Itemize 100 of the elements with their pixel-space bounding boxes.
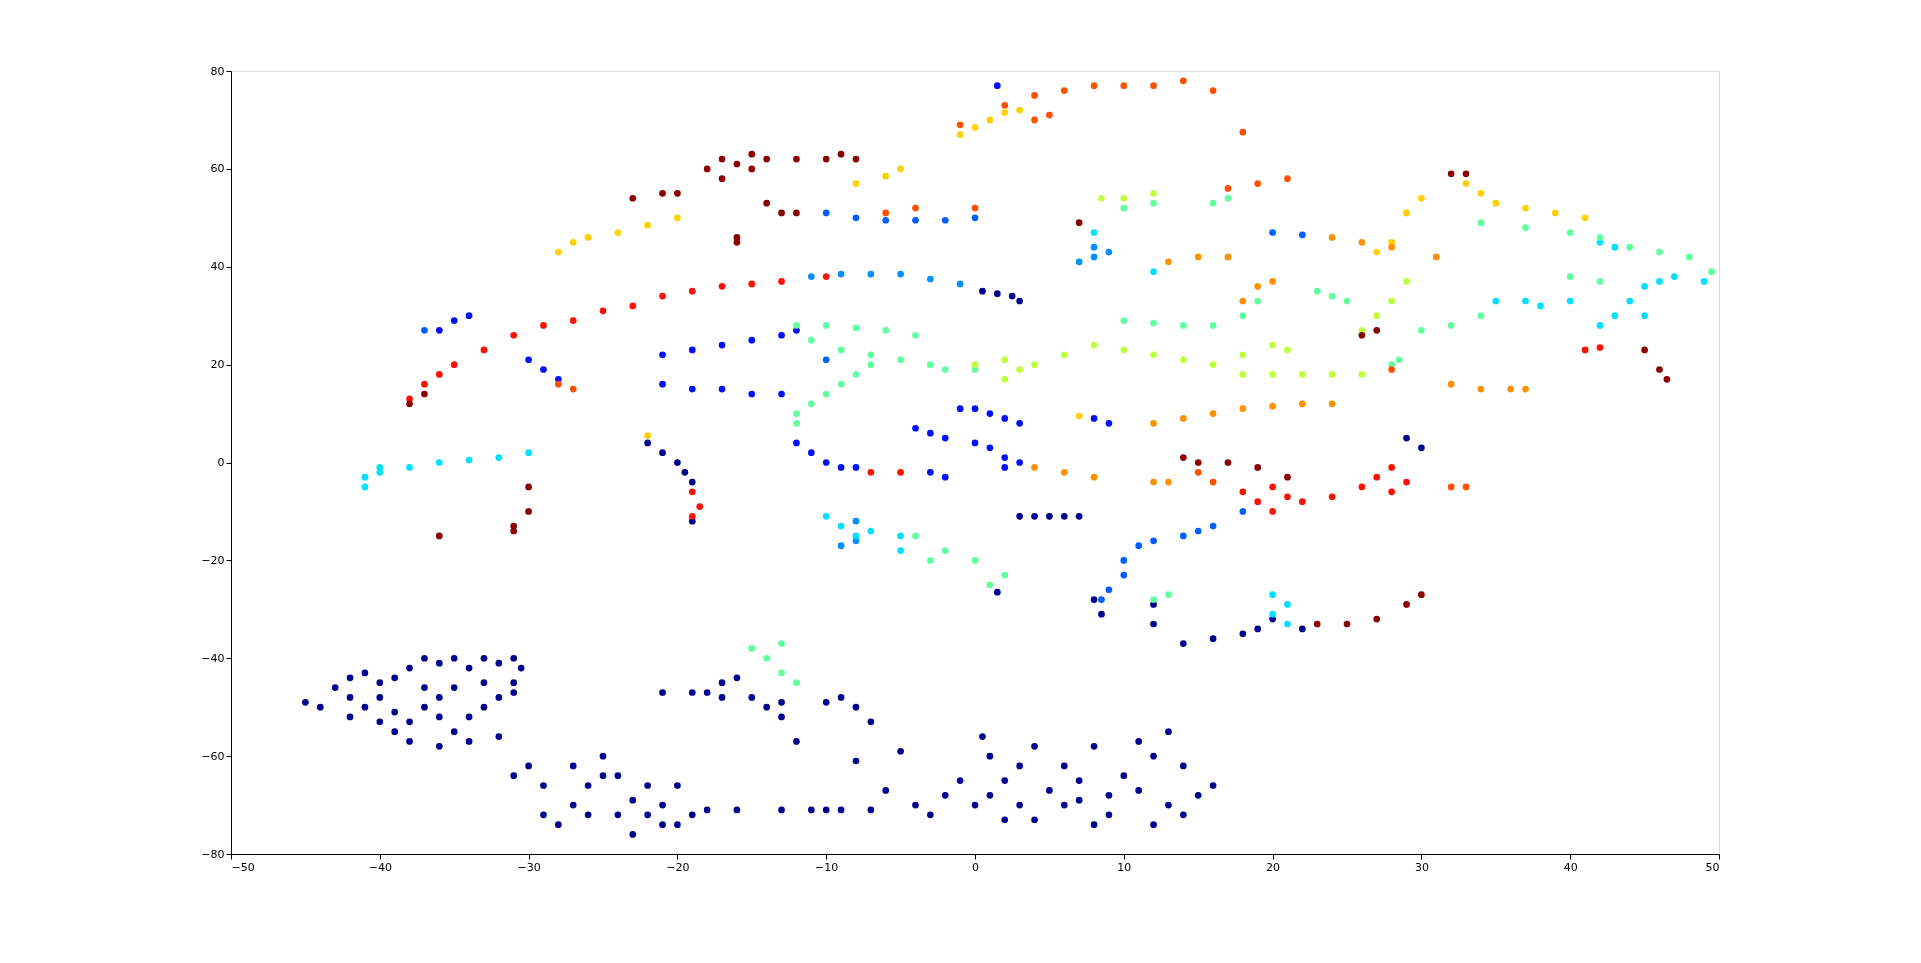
point xyxy=(1343,297,1351,305)
point xyxy=(1120,82,1128,90)
point xyxy=(1358,371,1366,378)
point xyxy=(1016,420,1023,427)
point xyxy=(1403,601,1410,608)
point xyxy=(1269,508,1276,515)
point xyxy=(822,356,830,364)
point xyxy=(1477,312,1485,320)
point xyxy=(793,420,800,427)
point xyxy=(1373,473,1381,481)
point xyxy=(971,439,979,447)
point xyxy=(1522,297,1529,305)
point xyxy=(1001,454,1009,461)
point xyxy=(1150,199,1157,207)
point xyxy=(1641,282,1648,290)
point xyxy=(956,280,964,288)
point xyxy=(1284,175,1291,183)
point xyxy=(1031,92,1038,99)
point xyxy=(986,410,994,417)
y-tick-label: 60 xyxy=(210,162,225,176)
point xyxy=(1194,527,1202,535)
point xyxy=(1284,601,1291,608)
point xyxy=(1105,420,1113,427)
point xyxy=(1031,116,1038,124)
point xyxy=(971,214,979,222)
point xyxy=(1403,209,1410,217)
point xyxy=(629,302,637,310)
point xyxy=(1098,194,1105,202)
point xyxy=(1596,344,1604,351)
point xyxy=(1269,483,1276,491)
point xyxy=(1254,498,1262,505)
point xyxy=(688,287,696,295)
point xyxy=(1269,371,1276,378)
point xyxy=(778,669,785,677)
point xyxy=(867,270,875,278)
point xyxy=(1150,537,1157,545)
point xyxy=(1269,402,1276,410)
y-tick-label: 20 xyxy=(210,358,225,372)
point xyxy=(1209,478,1217,486)
point xyxy=(1641,346,1648,354)
point xyxy=(1120,317,1128,324)
point xyxy=(1254,297,1262,305)
point xyxy=(361,483,369,491)
point xyxy=(555,248,562,256)
x-tick-label: 20 xyxy=(1266,860,1281,874)
point xyxy=(912,216,919,224)
point xyxy=(599,307,607,315)
point xyxy=(1001,571,1009,579)
point xyxy=(555,380,562,388)
point xyxy=(822,512,830,520)
point xyxy=(1626,243,1634,251)
point xyxy=(1656,366,1663,373)
point xyxy=(1150,478,1157,486)
point xyxy=(897,356,904,364)
point xyxy=(421,327,428,334)
point xyxy=(763,654,771,662)
point xyxy=(510,527,518,535)
point xyxy=(1373,615,1381,623)
point xyxy=(435,327,443,334)
point xyxy=(1135,542,1143,550)
point xyxy=(912,424,919,432)
point xyxy=(1194,468,1202,476)
point xyxy=(882,209,890,217)
point xyxy=(882,216,890,224)
point xyxy=(1209,87,1217,94)
point xyxy=(703,165,711,173)
point xyxy=(1462,170,1470,178)
point xyxy=(1358,238,1366,246)
point xyxy=(465,456,473,464)
point xyxy=(1328,371,1336,378)
point xyxy=(674,190,681,197)
point xyxy=(897,547,904,554)
point xyxy=(822,273,830,280)
point xyxy=(852,371,860,378)
y-tick-label: −60 xyxy=(201,749,225,763)
point xyxy=(1656,248,1663,256)
point xyxy=(1708,268,1715,275)
point xyxy=(867,351,875,359)
point xyxy=(837,380,845,388)
point xyxy=(1150,420,1157,427)
point xyxy=(748,645,756,652)
point xyxy=(1001,356,1009,364)
x-tick-label: −50 xyxy=(231,860,255,874)
point xyxy=(1447,170,1455,178)
point xyxy=(674,214,681,222)
point xyxy=(1447,483,1455,491)
point xyxy=(1194,459,1202,466)
point xyxy=(763,155,771,163)
point xyxy=(822,209,830,217)
point xyxy=(793,679,800,687)
point xyxy=(659,190,666,197)
x-tick-label: −40 xyxy=(368,860,392,874)
point xyxy=(644,221,651,229)
point xyxy=(435,459,443,466)
point xyxy=(1284,620,1291,628)
point xyxy=(1477,385,1485,393)
point xyxy=(1522,224,1529,231)
point xyxy=(421,390,428,398)
point xyxy=(837,542,845,550)
point xyxy=(1373,312,1381,320)
